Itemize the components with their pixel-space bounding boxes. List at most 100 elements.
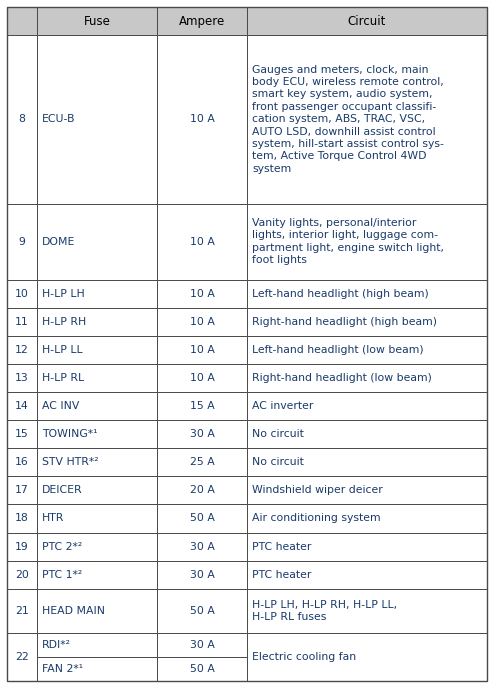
Bar (7, 336, 37, 364)
Text: 8: 8 (19, 114, 25, 124)
Bar (157, 588, 247, 633)
Text: PTC 1*²: PTC 1*² (42, 570, 82, 580)
Text: 15 A: 15 A (190, 401, 214, 411)
Text: H-LP LL: H-LP LL (42, 345, 82, 355)
Text: FAN 2*¹: FAN 2*¹ (42, 664, 83, 674)
Bar (7, 392, 37, 420)
Bar (37, 588, 157, 633)
Text: PTC heater: PTC heater (252, 542, 311, 551)
Text: 10 A: 10 A (190, 114, 214, 124)
Text: 19: 19 (15, 542, 29, 551)
Bar (247, 633, 487, 681)
Text: Air conditioning system: Air conditioning system (252, 514, 380, 523)
Text: 20 A: 20 A (190, 486, 214, 495)
Text: Left-hand headlight (low beam): Left-hand headlight (low beam) (252, 345, 424, 355)
Bar (247, 7, 487, 35)
Text: AC inverter: AC inverter (252, 401, 313, 411)
Bar (247, 448, 487, 476)
Bar (37, 364, 157, 392)
Text: 20: 20 (15, 570, 29, 580)
Bar (157, 7, 247, 35)
Bar (37, 476, 157, 504)
Text: 30 A: 30 A (190, 640, 214, 650)
Text: No circuit: No circuit (252, 429, 304, 439)
Text: 30 A: 30 A (190, 542, 214, 551)
Text: AC INV: AC INV (42, 401, 80, 411)
Bar (247, 7, 487, 35)
Text: STV HTR*²: STV HTR*² (42, 458, 99, 467)
Bar (37, 35, 157, 203)
Text: Right-hand headlight (high beam): Right-hand headlight (high beam) (252, 317, 437, 327)
Text: 25 A: 25 A (190, 458, 214, 467)
Bar (247, 279, 487, 308)
Bar (7, 532, 37, 560)
Bar (157, 657, 247, 681)
Bar (157, 364, 247, 392)
Bar (7, 364, 37, 392)
Text: Vanity lights, personal/interior
lights, interior light, luggage com-
partment l: Vanity lights, personal/interior lights,… (252, 218, 444, 265)
Text: 30 A: 30 A (190, 570, 214, 580)
Text: 17: 17 (15, 486, 29, 495)
Bar (247, 203, 487, 279)
Bar (37, 560, 157, 588)
Text: 10: 10 (15, 289, 29, 299)
Bar (37, 336, 157, 364)
Bar (157, 448, 247, 476)
Bar (247, 476, 487, 504)
Bar (7, 420, 37, 448)
Bar (37, 308, 157, 336)
Bar (157, 633, 247, 657)
Text: Ampere: Ampere (179, 14, 225, 27)
Bar (157, 476, 247, 504)
Bar (157, 532, 247, 560)
Text: Right-hand headlight (low beam): Right-hand headlight (low beam) (252, 373, 432, 383)
Bar (157, 420, 247, 448)
Bar (7, 279, 37, 308)
Text: ECU-B: ECU-B (42, 114, 76, 124)
Text: 10 A: 10 A (190, 317, 214, 327)
Bar (157, 560, 247, 588)
Text: No circuit: No circuit (252, 458, 304, 467)
Bar (157, 336, 247, 364)
Bar (7, 588, 37, 633)
Bar (157, 279, 247, 308)
Text: 21: 21 (15, 606, 29, 616)
Text: Electric cooling fan: Electric cooling fan (252, 652, 356, 662)
Text: Circuit: Circuit (348, 14, 386, 27)
Text: 9: 9 (19, 236, 25, 247)
Bar (247, 588, 487, 633)
Text: 13: 13 (15, 373, 29, 383)
Bar (247, 420, 487, 448)
Bar (7, 560, 37, 588)
Bar (37, 657, 157, 681)
Text: PTC 2*²: PTC 2*² (42, 542, 82, 551)
Text: 12: 12 (15, 345, 29, 355)
Text: HTR: HTR (42, 514, 64, 523)
Text: 10 A: 10 A (190, 236, 214, 247)
Bar (247, 364, 487, 392)
Text: 30 A: 30 A (190, 429, 214, 439)
Bar (37, 532, 157, 560)
Text: HEAD MAIN: HEAD MAIN (42, 606, 105, 616)
Text: Left-hand headlight (high beam): Left-hand headlight (high beam) (252, 289, 429, 299)
Bar (37, 633, 157, 657)
Bar (247, 35, 487, 203)
Text: 50 A: 50 A (190, 664, 214, 674)
Text: 10 A: 10 A (190, 373, 214, 383)
Bar (247, 504, 487, 532)
Text: 50 A: 50 A (190, 606, 214, 616)
Bar (7, 448, 37, 476)
Bar (37, 279, 157, 308)
Bar (37, 504, 157, 532)
Text: Gauges and meters, clock, main
body ECU, wireless remote control,
smart key syst: Gauges and meters, clock, main body ECU,… (252, 64, 444, 174)
Bar (37, 7, 157, 35)
Text: RDI*²: RDI*² (42, 640, 71, 650)
Bar (37, 420, 157, 448)
Text: 16: 16 (15, 458, 29, 467)
Text: H-LP LH, H-LP RH, H-LP LL,
H-LP RL fuses: H-LP LH, H-LP RH, H-LP LL, H-LP RL fuses (252, 599, 397, 622)
Text: TOWING*¹: TOWING*¹ (42, 429, 97, 439)
Bar (37, 448, 157, 476)
Bar (7, 35, 37, 203)
Text: 10 A: 10 A (190, 345, 214, 355)
Bar (7, 504, 37, 532)
